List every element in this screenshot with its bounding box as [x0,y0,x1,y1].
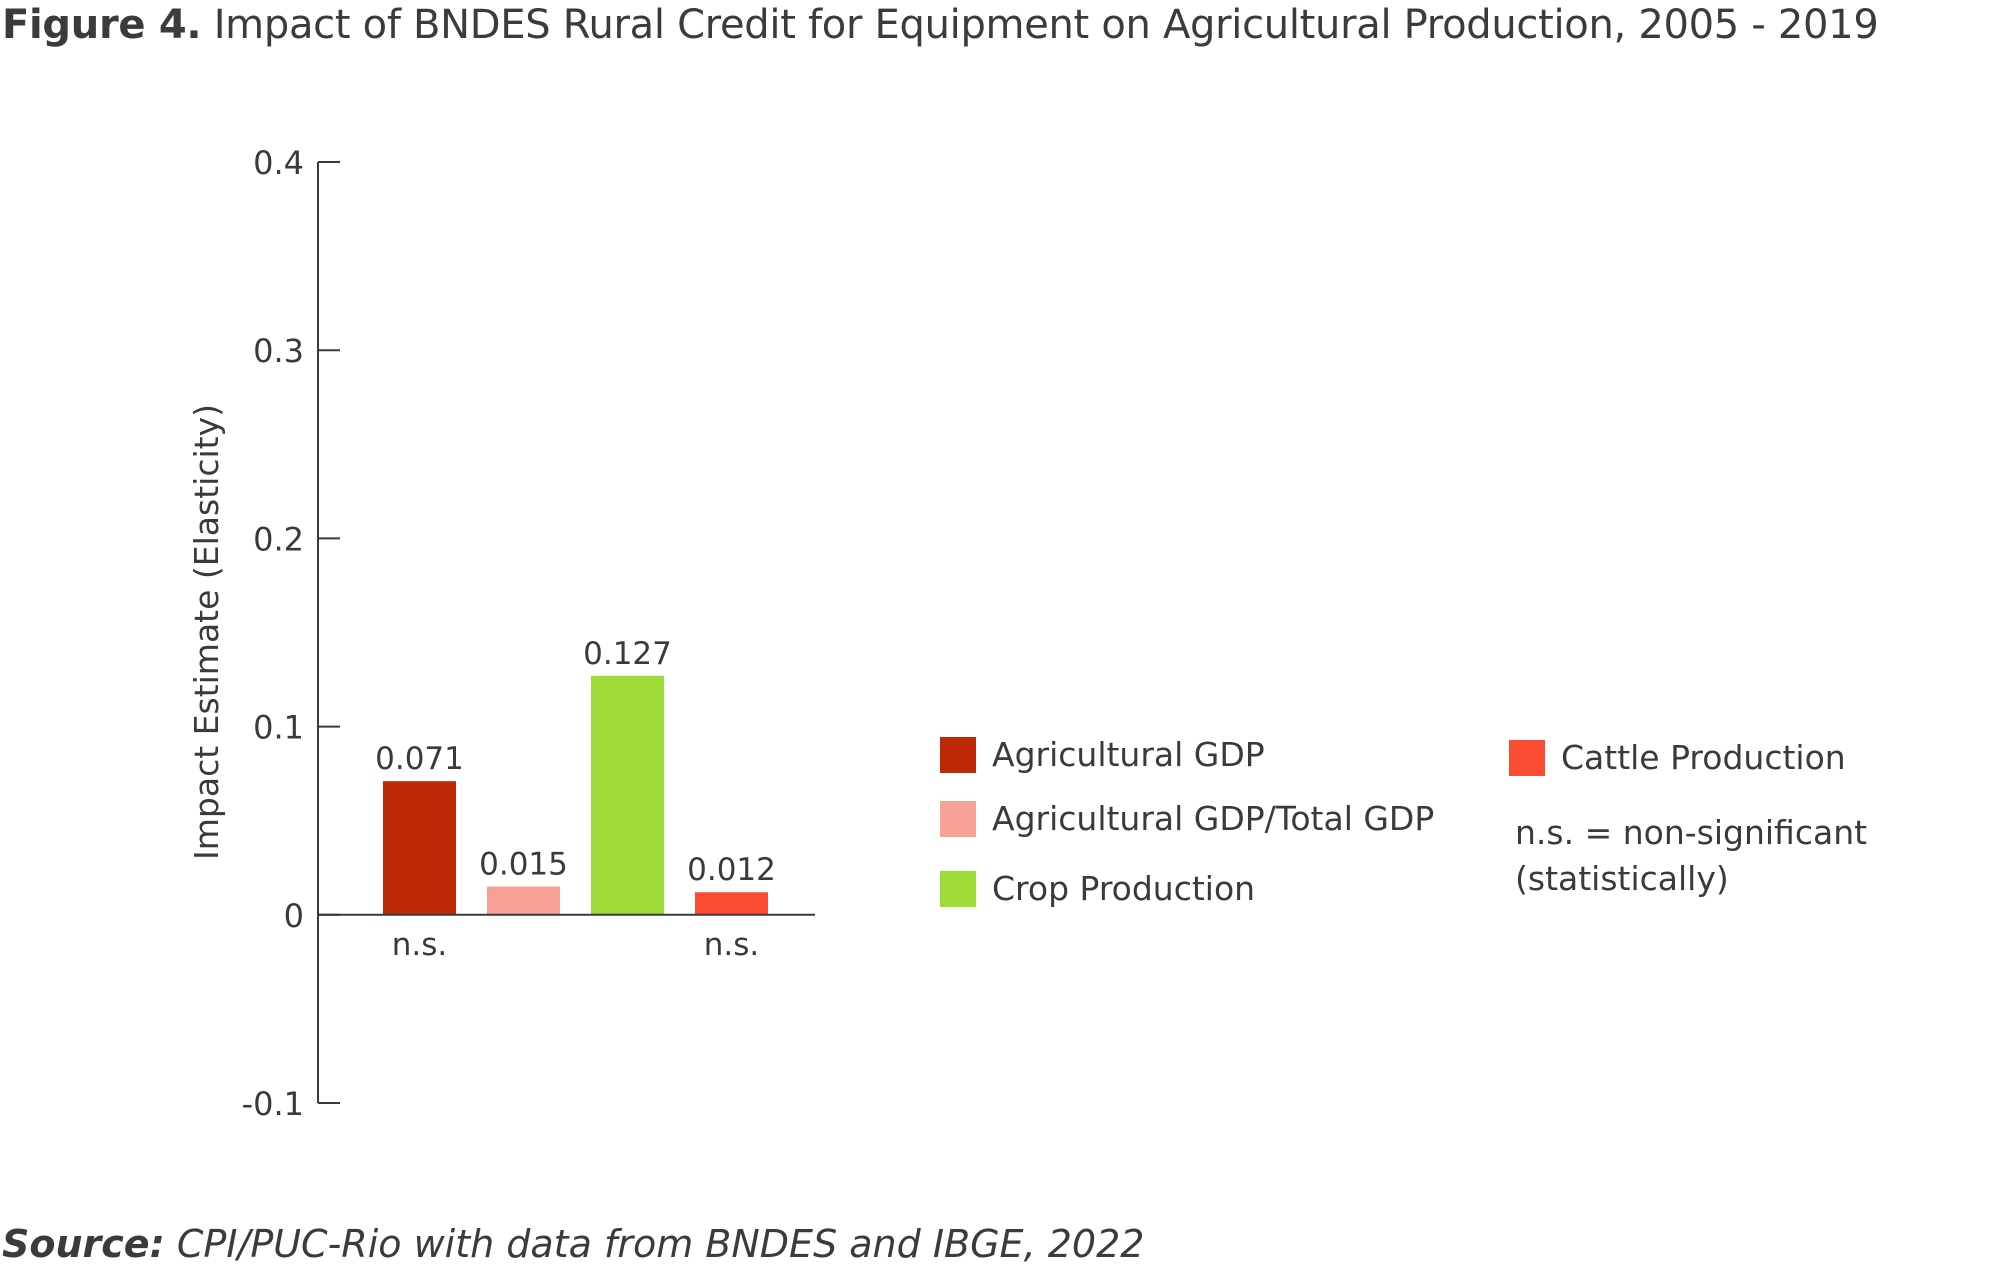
legend-item-cattle-production: Cattle Production [1509,738,1846,777]
bar [383,781,456,915]
legend-item-agricultural-gdp: Agricultural GDP [940,735,1265,774]
legend-swatch-crop-production [940,870,976,907]
ns-note: n.s. = non-significant (statistically) [1515,810,1935,902]
bar-ns-label: n.s. [392,927,448,963]
legend-label-crop-production: Crop Production [992,869,1256,908]
legend-item-agricultural-gdp-share: Agricultural GDP/Total GDP [940,799,1434,838]
y-tick-label: 0.3 [253,332,304,370]
y-axis-title: Impact Estimate (Elasticity) [187,404,226,860]
y-tick-label: 0 [284,897,304,935]
bars-group: 0.071 n.s. 0.015 0.127 0.012 n.s. [375,636,776,963]
bar [591,675,664,915]
bar-value-label: 0.071 [375,741,464,777]
legend-swatch-agricultural-gdp-share [940,800,976,837]
bar-value-label: 0.012 [687,852,776,888]
legend-item-crop-production: Crop Production [940,869,1255,908]
ns-note-line-1: n.s. = non-significant [1515,813,1868,852]
y-tick-label: 0.2 [253,520,304,558]
source-text: CPI/PUC-Rio with data from BNDES and IBG… [176,1222,1145,1266]
bar-value-label: 0.127 [583,636,672,672]
bar [487,886,560,915]
bar-value-label: 0.015 [479,847,568,883]
figure-title-text: Impact of BNDES Rural Credit for Equipme… [213,2,1879,48]
source-label: Source: [2,1222,165,1266]
legend-swatch-cattle-production [1509,739,1545,776]
legend-label-agricultural-gdp-share: Agricultural GDP/Total GDP [992,799,1435,838]
y-tick-label: -0.1 [242,1085,304,1123]
figure-label: Figure 4. [2,2,202,48]
y-tick-label: 0.4 [253,144,304,182]
y-tick-label: 0.1 [253,709,304,747]
ns-note-line-2: (statistically) [1515,859,1729,898]
figure-title: Figure 4. Impact of BNDES Rural Credit f… [2,2,1879,48]
bar-ns-label: n.s. [704,927,760,963]
source-note: Source: CPI/PUC-Rio with data from BNDES… [2,1222,1144,1266]
y-axis: 0.4 0.3 0.2 0.1 0 -0.1 [242,144,340,1123]
bar [695,892,768,915]
legend-label-cattle-production: Cattle Production [1561,738,1846,777]
legend-swatch-agricultural-gdp [940,736,976,773]
legend-label-agricultural-gdp: Agricultural GDP [992,735,1265,774]
